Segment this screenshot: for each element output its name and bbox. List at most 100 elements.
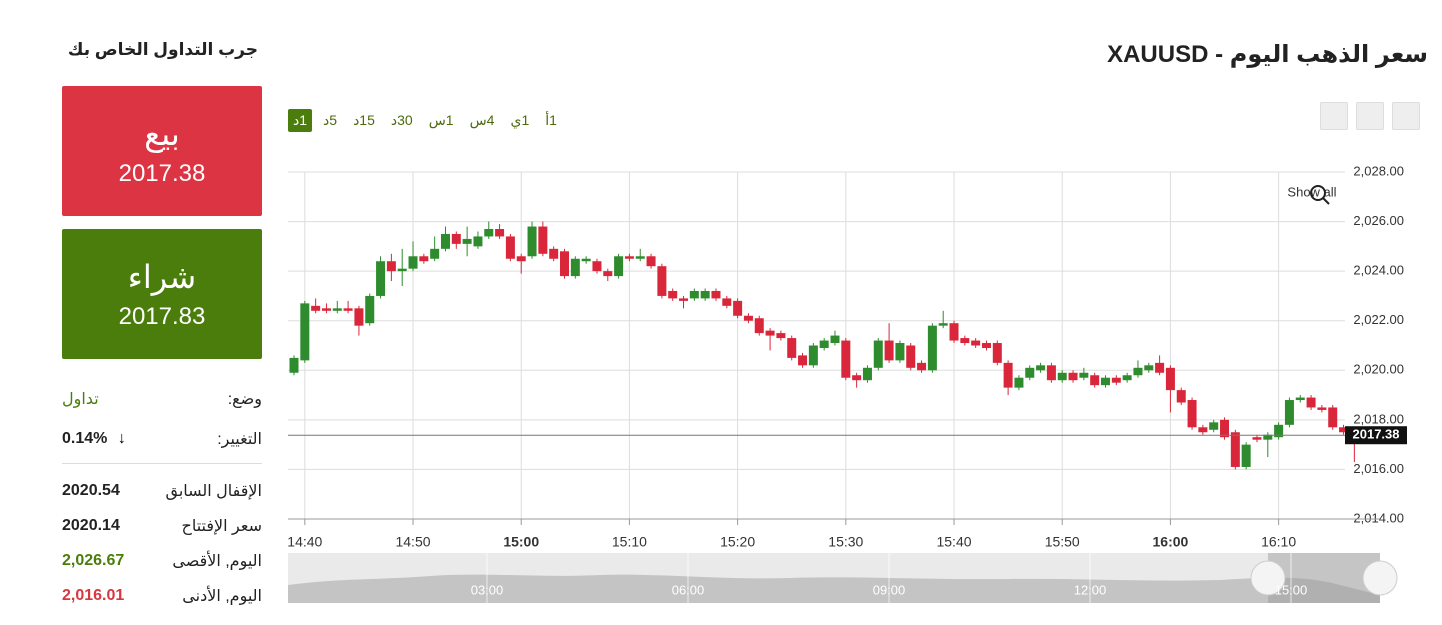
navigator-selection <box>1268 553 1380 603</box>
candle-body <box>614 256 624 277</box>
timeframe-button[interactable]: 15د <box>353 112 375 128</box>
y-tick-label: 2,026.00 <box>1353 213 1404 228</box>
candle-body <box>430 248 440 259</box>
sell-label: بيع <box>144 116 180 152</box>
candle-body <box>841 340 851 378</box>
candle-body <box>1176 390 1186 403</box>
candle-body <box>917 362 927 371</box>
candle-body <box>397 268 407 272</box>
candle-body <box>873 340 883 368</box>
x-tick-label: 15:00 <box>503 534 539 550</box>
candle-body <box>321 308 331 311</box>
timeframe-button[interactable]: 1س <box>428 112 454 128</box>
candle-body <box>1068 372 1078 381</box>
candle-body <box>711 290 721 299</box>
candle-body <box>376 261 386 296</box>
timeframe-button[interactable]: 5د <box>323 112 338 128</box>
candle-body <box>1284 400 1294 425</box>
candle-body <box>1014 377 1024 388</box>
candle-body <box>1101 377 1110 386</box>
y-tick-label: 2,018.00 <box>1353 411 1404 426</box>
candle-body <box>473 236 483 247</box>
candle-body <box>386 261 396 272</box>
stat-value: 2020.54 <box>62 482 120 499</box>
candle-body <box>895 343 905 361</box>
stat-row: 2020.14 سعر الإفتتاح <box>62 513 262 539</box>
x-tick-label: 15:40 <box>936 534 971 550</box>
candle-body <box>354 308 364 326</box>
candle-body <box>1187 400 1197 428</box>
tool-line[interactable] <box>1320 102 1348 130</box>
candle-body <box>495 229 505 237</box>
candle-body <box>419 256 429 262</box>
sell-button[interactable]: بيع 2017.38 <box>62 86 262 216</box>
candle-body <box>408 256 418 269</box>
candle-body <box>635 256 645 259</box>
change-label: التغيير: <box>217 431 262 448</box>
candle-body <box>1252 437 1262 440</box>
candle-body <box>668 290 678 299</box>
candle-body <box>754 318 764 334</box>
candle-body <box>938 323 948 326</box>
change-row: 0.14% ↓ التغيير: <box>62 426 262 452</box>
y-tick-label: 2,014.00 <box>1353 510 1404 525</box>
candle-body <box>581 258 591 262</box>
timeframe-button[interactable]: 1ي <box>510 112 530 128</box>
candle-body <box>679 298 689 301</box>
timeframe-button[interactable]: 1د <box>288 109 313 132</box>
candle-body <box>365 295 375 324</box>
stat-label: اليوم, الأدنى <box>182 588 262 605</box>
candle-body <box>1079 372 1089 378</box>
timeframe-button[interactable]: 4س <box>469 112 495 128</box>
candle-body <box>992 343 1002 363</box>
candle-body <box>1295 397 1305 401</box>
candle-body <box>776 333 786 339</box>
candle-body <box>624 256 634 259</box>
candle-body <box>1198 427 1208 433</box>
candle-body <box>657 266 667 296</box>
candle-body <box>808 345 818 366</box>
candle-body <box>603 271 613 277</box>
candle-body <box>743 315 753 321</box>
separator <box>62 463 262 464</box>
candle-body <box>289 357 299 373</box>
buy-button[interactable]: شراء 2017.83 <box>62 229 262 359</box>
stat-label: اليوم, الأقصى <box>172 553 262 570</box>
tool-candles[interactable] <box>1356 102 1384 130</box>
x-tick-label: 16:10 <box>1261 534 1296 550</box>
navigator-handle[interactable] <box>1250 560 1286 596</box>
buy-price: 2017.83 <box>118 303 206 330</box>
candle-body <box>1057 372 1067 381</box>
candle-body <box>527 226 537 257</box>
candle-body <box>1122 375 1132 381</box>
y-tick-label: 2,020.00 <box>1353 362 1404 377</box>
stat-label: الإقفال السابق <box>165 483 262 500</box>
timeframe-button[interactable]: 30د <box>390 112 413 128</box>
candle-body <box>1133 367 1143 376</box>
zoom-icon <box>1310 185 1326 201</box>
change-group: 0.14% ↓ <box>62 430 126 448</box>
navigator-handle[interactable] <box>1362 560 1398 596</box>
candle-body <box>1165 367 1175 391</box>
zoom-icon <box>1322 197 1330 205</box>
candle-body <box>332 308 342 311</box>
tool-scatter[interactable] <box>1392 102 1420 130</box>
candle-body <box>1144 365 1154 371</box>
candle-body <box>830 335 840 344</box>
candle-body <box>798 355 808 366</box>
y-tick-label: 2,028.00 <box>1353 163 1404 178</box>
navigator-area <box>288 574 1380 603</box>
buy-label: شراء <box>127 259 197 295</box>
candle-body <box>700 290 710 299</box>
change-value: 0.14% <box>62 430 108 447</box>
timeframe-button[interactable]: 1أ <box>545 112 557 128</box>
x-tick-label: 14:50 <box>395 534 430 550</box>
candle-body <box>1339 427 1349 433</box>
candle-body <box>852 375 862 381</box>
panel-title: جرب التداول الخاص بك <box>67 40 258 59</box>
candle-body <box>451 233 461 244</box>
candle-body <box>440 233 450 249</box>
candle-body <box>1328 407 1338 428</box>
